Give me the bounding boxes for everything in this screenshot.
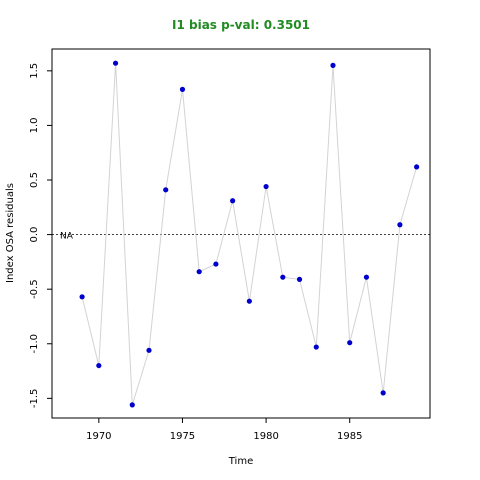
residual-point [363,274,370,280]
residual-point [79,294,85,300]
x-tick-label: 1975 [170,431,195,442]
y-tick-label: 0.0 [29,227,40,243]
y-tick-label: -1.5 [29,389,40,409]
y-axis-label: Index OSA residuals [5,183,16,283]
y-tick-label: -0.5 [29,279,40,299]
residual-point [213,261,219,267]
residual-point [163,187,169,193]
residual-point [296,276,303,282]
y-tick-label: 1.0 [29,117,40,133]
x-axis-label: Time [228,456,253,467]
axes: 1970 1975 1980 1985 -1.5 -1.0 -0.5 0.0 0.5 1.0 1.5… [29,63,430,442]
residual-point [246,298,252,304]
residual-point [112,60,119,66]
reference-line-label: NA [60,232,74,242]
plot-frame [51,48,431,419]
chart-title: I1 bias p-val: 0.3501 [172,18,310,32]
residual-point [230,198,236,204]
residual-point [280,274,286,280]
y-tick-label: 1.5 [29,63,40,79]
residual-point [330,62,336,68]
series-residuals [79,60,420,408]
residual-point [347,340,353,346]
residual-line [81,63,418,406]
residual-point [313,344,319,350]
residual-point [129,402,135,408]
x-tick-label: 1970 [86,431,111,442]
residual-point [397,222,403,228]
residual-point [96,362,102,369]
y-tick-label: 0.5 [29,172,40,188]
residual-point [196,269,202,275]
residual-point [380,390,386,396]
y-tick-label: -1.0 [29,334,40,354]
residual-point [146,347,152,353]
residual-point [414,164,420,170]
x-tick-label: 1985 [337,431,362,442]
x-tick-label: 1980 [253,431,278,442]
residual-point [179,86,186,92]
residual-point [263,183,269,190]
